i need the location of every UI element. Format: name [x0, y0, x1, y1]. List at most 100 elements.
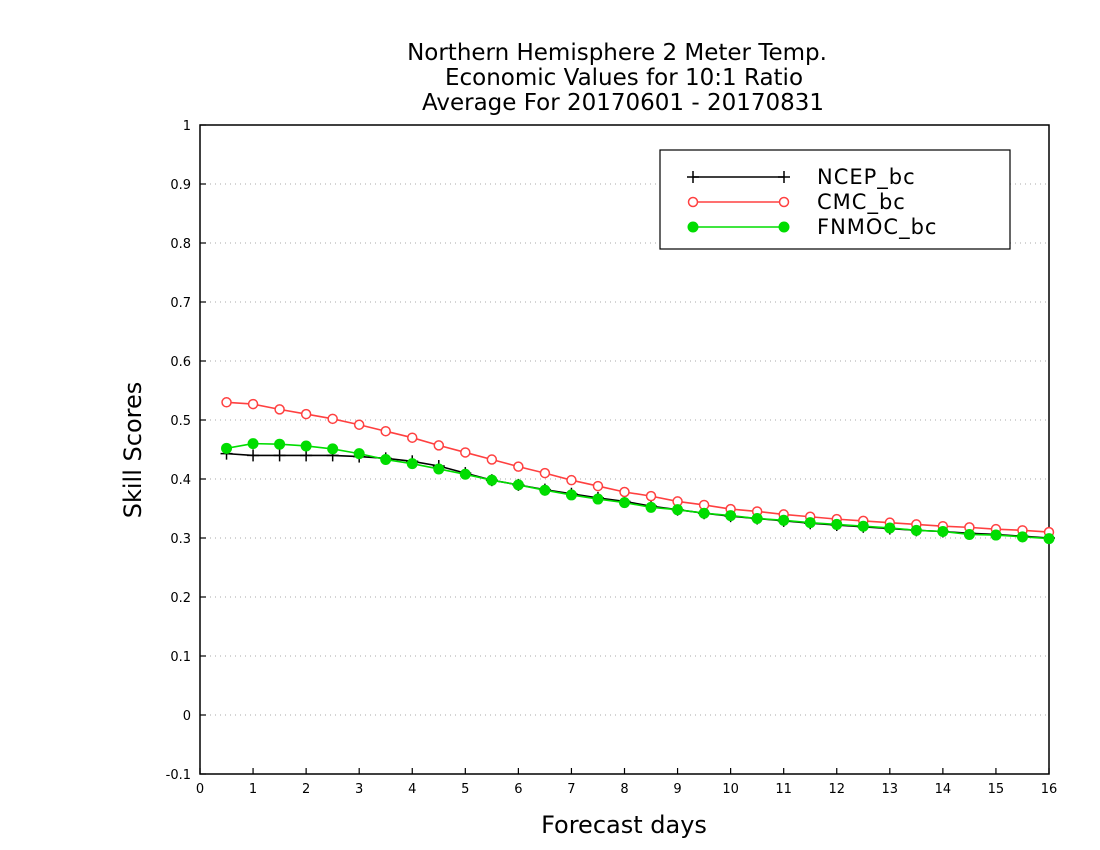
data-point	[592, 493, 604, 505]
x-tick-label: 1	[249, 782, 257, 797]
data-point	[539, 484, 551, 496]
legend-marker	[778, 221, 790, 233]
data-point	[963, 528, 975, 540]
x-tick-label: 13	[882, 782, 899, 797]
y-tick-label: 0.7	[170, 296, 191, 311]
data-point	[512, 479, 524, 491]
data-point	[778, 514, 790, 526]
legend-marker	[687, 221, 699, 233]
data-point	[353, 448, 365, 460]
data-point	[725, 510, 737, 522]
data-point	[407, 432, 418, 443]
series-lines	[220, 397, 1055, 545]
data-point	[698, 507, 710, 519]
x-tick-label: 12	[828, 782, 845, 797]
y-tick-label: 0.3	[170, 532, 191, 547]
x-tick-label: 14	[935, 782, 952, 797]
data-point	[672, 504, 684, 516]
x-tick-label: 7	[567, 782, 575, 797]
x-tick-label: 5	[461, 782, 469, 797]
x-tick-label: 0	[196, 782, 204, 797]
data-point	[433, 463, 445, 475]
data-point	[327, 443, 339, 455]
legend-item-FNMOC_bc: FNMOC_bc	[687, 215, 937, 240]
data-point	[486, 454, 498, 465]
title-line-2: Economic Values for 10:1 Ratio	[445, 65, 803, 91]
legend-label: CMC_bc	[817, 190, 906, 215]
data-point	[1016, 531, 1028, 543]
legend-marker	[778, 196, 790, 208]
data-point	[247, 398, 259, 410]
data-point	[247, 438, 259, 450]
data-point	[804, 517, 816, 529]
legend-label: NCEP_bc	[817, 165, 916, 190]
data-point	[221, 397, 232, 408]
data-point	[619, 486, 630, 498]
data-point	[273, 449, 286, 462]
data-point	[1043, 533, 1055, 545]
data-point	[353, 419, 365, 430]
y-tick-label: 1	[183, 119, 191, 134]
data-point	[380, 425, 391, 437]
data-point	[566, 474, 577, 486]
y-tick-label: 0.6	[170, 355, 191, 370]
data-point	[937, 526, 949, 538]
y-tick-label: 0	[183, 709, 191, 724]
x-axis-title: Forecast days	[541, 811, 707, 839]
data-point	[884, 522, 896, 534]
series-CMC_bc	[221, 397, 1055, 538]
legend-marker	[687, 171, 699, 183]
data-point	[513, 461, 524, 472]
x-tick-label: 16	[1041, 782, 1058, 797]
data-point	[539, 467, 551, 479]
x-tick-label: 3	[355, 782, 363, 797]
data-point	[857, 520, 869, 532]
y-tick-label: 0.2	[170, 591, 191, 606]
y-tick-label: 0.5	[170, 414, 191, 429]
data-point	[565, 489, 577, 501]
title-line-3: Average For 20170601 - 20170831	[422, 90, 824, 116]
data-point	[406, 458, 418, 470]
title-line-1: Northern Hemisphere 2 Meter Temp.	[407, 40, 827, 66]
data-point	[247, 449, 260, 462]
y-tick-label: 0.8	[170, 237, 191, 252]
x-tick-label: 4	[408, 782, 416, 797]
y-tick-label: -0.1	[166, 768, 191, 783]
legend-marker	[687, 196, 699, 208]
x-tick-label: 2	[302, 782, 310, 797]
y-tick-label: 0.4	[170, 473, 191, 488]
data-point	[274, 404, 285, 415]
data-point	[300, 408, 312, 420]
x-tick-label: 10	[722, 782, 739, 797]
data-point	[221, 442, 233, 454]
x-tick-label: 6	[514, 782, 522, 797]
y-tick-label: 0.9	[170, 178, 191, 193]
data-point	[645, 490, 657, 502]
legend-box	[659, 149, 1011, 250]
data-point	[619, 497, 630, 509]
legend-label: FNMOC_bc	[817, 215, 937, 240]
data-point	[460, 447, 471, 458]
x-tick-label: 11	[775, 782, 792, 797]
y-axis: -0.1 0 0.1 0.2 0.3 0.4 0.5 0.6 0.7 0.8 0.9 1	[166, 119, 206, 783]
data-point	[486, 474, 498, 486]
x-tick-label: 9	[673, 782, 681, 797]
data-point	[459, 468, 471, 480]
data-point	[327, 413, 338, 425]
data-point	[592, 480, 604, 492]
data-point	[433, 440, 445, 451]
x-tick-label: 8	[620, 782, 628, 797]
x-tick-label: 15	[988, 782, 1005, 797]
data-point	[300, 440, 312, 452]
data-point	[645, 501, 657, 513]
data-point	[751, 513, 763, 525]
legend-item-CMC_bc: CMC_bc	[687, 190, 906, 215]
data-point	[274, 438, 286, 450]
chart-title: Northern Hemisphere 2 Meter Temp. Econom…	[407, 40, 827, 116]
series-FNMOC_bc	[221, 438, 1055, 545]
legend-item-NCEP_bc: NCEP_bc	[687, 165, 916, 190]
data-point	[910, 524, 922, 536]
data-point	[831, 518, 843, 530]
